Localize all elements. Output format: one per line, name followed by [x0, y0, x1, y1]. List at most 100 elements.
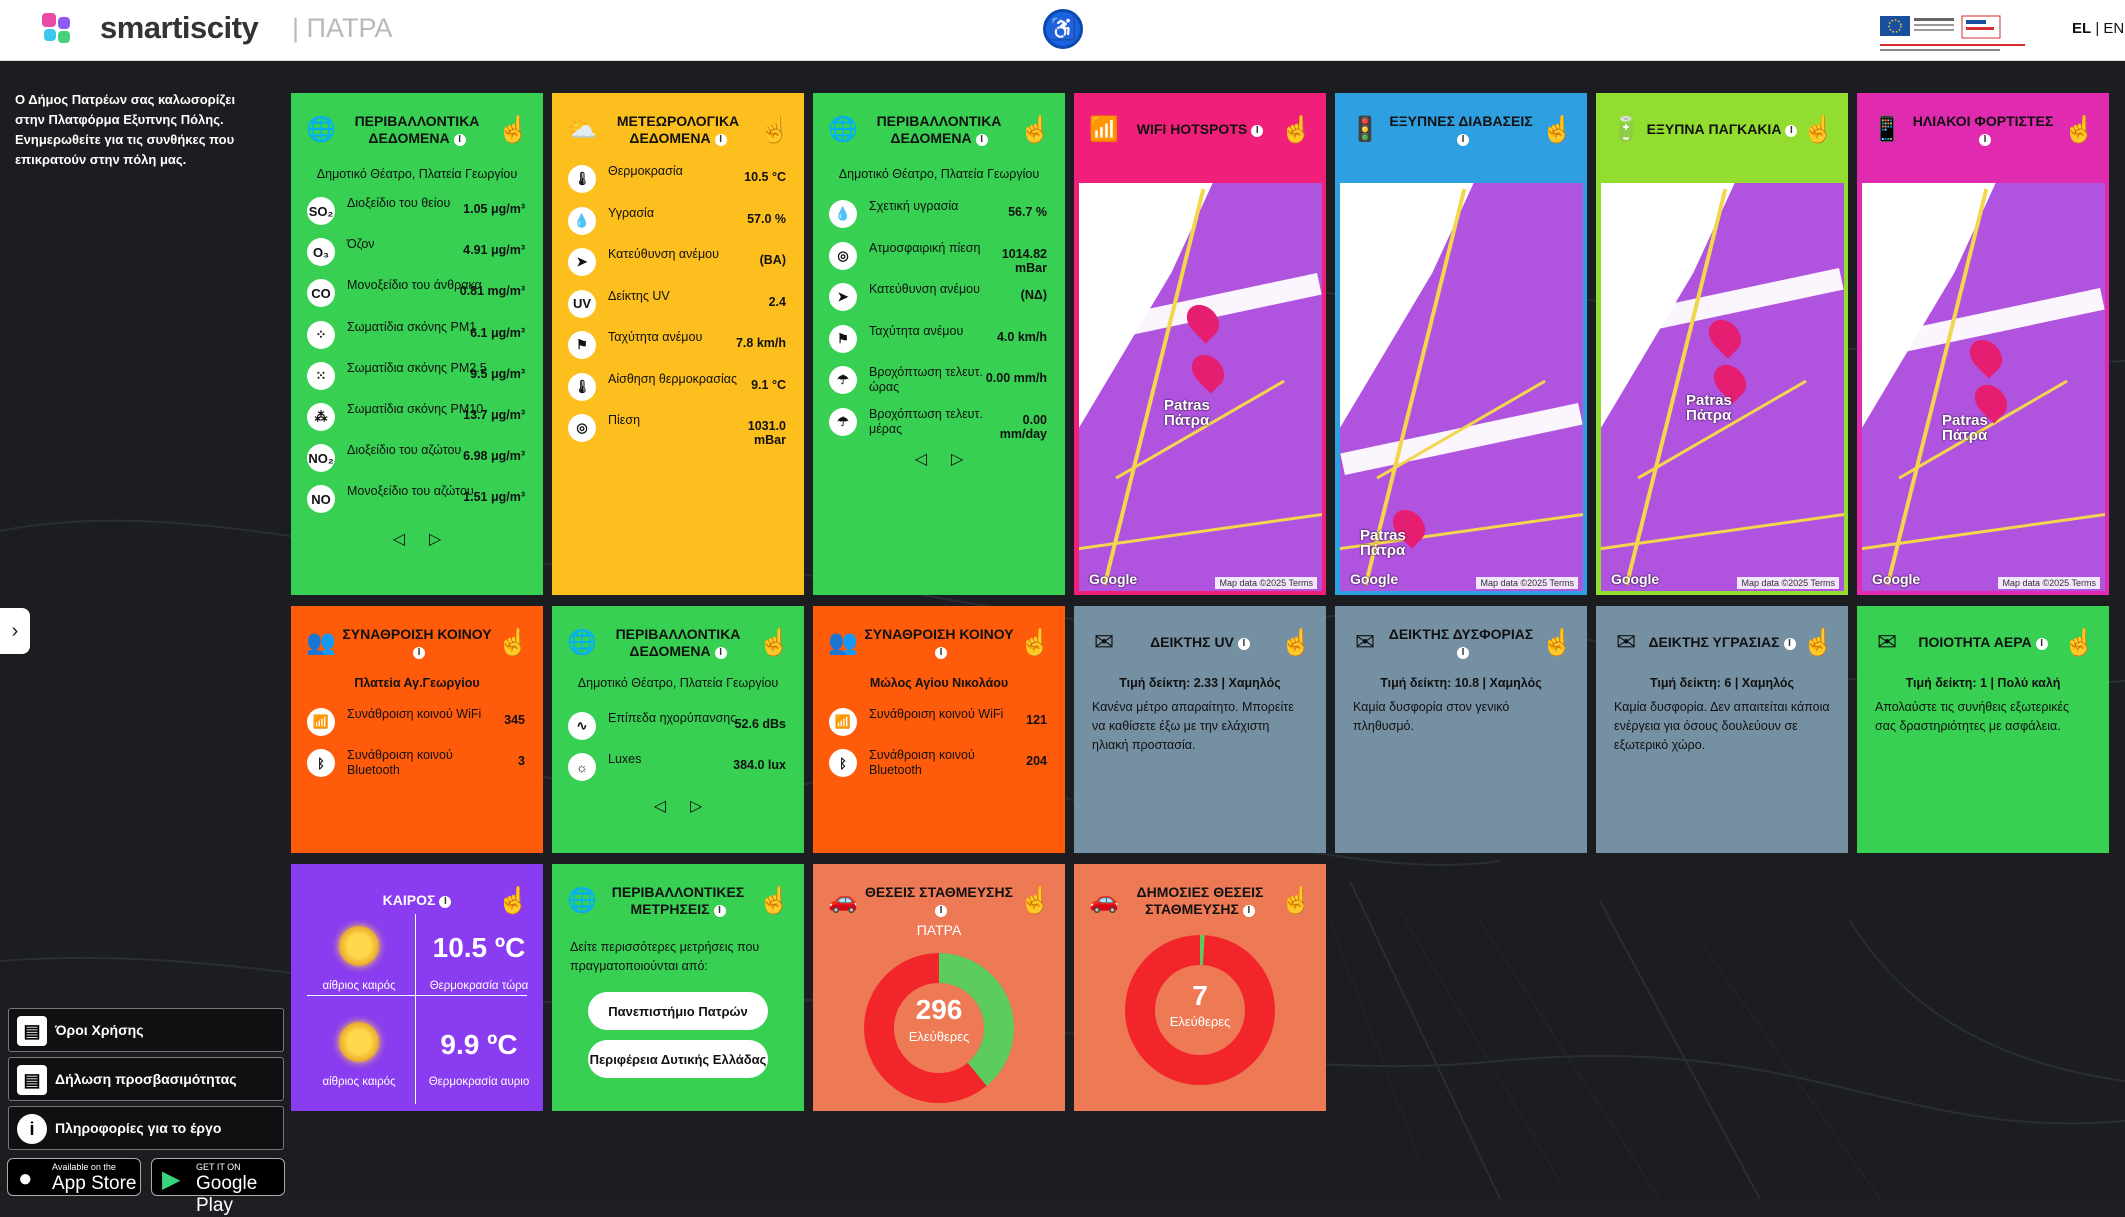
- tap-icon[interactable]: ☝: [497, 114, 530, 144]
- map-attribution[interactable]: Map data ©2025 Terms: [1737, 577, 1839, 589]
- tap-icon[interactable]: ☝: [1802, 627, 1835, 657]
- prev-arrow-icon[interactable]: ◁: [914, 451, 927, 468]
- map-view[interactable]: Patras Πάτρα Google Map data ©2025 Terms: [1340, 183, 1583, 591]
- measurement-row: O₃ Όζον 4.91 μg/m³: [307, 234, 525, 270]
- globe-icon: 🌐: [567, 629, 597, 656]
- tap-icon[interactable]: ☝: [758, 114, 791, 144]
- map-view[interactable]: Patras Πάτρα Google Map data ©2025 Terms: [1601, 183, 1844, 591]
- tap-icon[interactable]: ☝: [497, 627, 530, 657]
- tap-icon[interactable]: ☝: [1280, 114, 1313, 144]
- pager: ◁ ▷: [813, 449, 1065, 469]
- current-temperature-label: Θερμοκρασία τώρα: [429, 980, 529, 992]
- tile-solar-chargers[interactable]: 📱 ΗΛΙΑΚΟΙ ΦΟΡΤΙΣΤΕΣi ☝ Patras Πάτρα Google…: [1857, 93, 2109, 595]
- brand-name[interactable]: smartiscity: [100, 10, 259, 45]
- map-pin-icon[interactable]: [1702, 313, 1748, 359]
- tap-icon[interactable]: ☝: [1019, 885, 1052, 915]
- measurement-icon: 💧: [568, 206, 596, 235]
- measurement-label: Δείκτης UV: [608, 288, 670, 303]
- map-view[interactable]: Patras Πάτρα Google Map data ©2025 Terms: [1079, 183, 1322, 591]
- measurement-row: ◎ Πίεση 1031.0 mBar: [568, 410, 786, 447]
- tile-uv-index[interactable]: ✉ ΔΕΙΚΤΗΣ UV i ☝ Τιμή δείκτη: 2.33 | Χαμη…: [1074, 606, 1326, 853]
- prev-arrow-icon[interactable]: ◁: [653, 798, 666, 815]
- map-view[interactable]: Patras Πάτρα Google Map data ©2025 Terms: [1862, 183, 2105, 591]
- measurement-icon: ᛒ: [307, 749, 335, 777]
- measurement-value: 9.1 °C: [751, 377, 786, 392]
- accessibility-icon[interactable]: ♿: [1043, 9, 1083, 49]
- lang-el[interactable]: EL: [2072, 20, 2092, 37]
- tap-icon[interactable]: ☝: [2063, 114, 2096, 144]
- measurement-icon: ∿: [568, 712, 596, 740]
- measurements-description: Δείτε περισσότερες μετρήσεις που πραγματ…: [570, 940, 760, 973]
- tap-icon[interactable]: ☝: [1541, 114, 1574, 144]
- tap-icon[interactable]: ☝: [1019, 114, 1052, 144]
- tile-smart-crossings[interactable]: 🚦 ΕΞΥΠΝΕΣ ΔΙΑΒΑΣΕΙΣi ☝ Patras Πάτρα Google…: [1335, 93, 1587, 595]
- tile-environmental-data-2[interactable]: 🌐 ΠΕΡΙΒΑΛΛΟΝΤΙΚΑ ΔΕΔΟΜΕΝΑ i ☝ Δημοτικό Θέ…: [813, 93, 1065, 595]
- measurement-label: Σωματίδια σκόνης PM1: [347, 319, 477, 334]
- tile-title: ΣΥΝΑΘΡΟΙΣΗ ΚΟΙΝΟΥi: [342, 626, 492, 659]
- next-arrow-icon[interactable]: ▷: [429, 531, 442, 548]
- tap-icon[interactable]: ☝: [1019, 627, 1052, 657]
- measurement-row: 💧 Υγρασία 57.0 %: [568, 203, 786, 239]
- next-arrow-icon[interactable]: ▷: [951, 451, 964, 468]
- tap-icon[interactable]: ☝: [2063, 627, 2096, 657]
- map-pin-icon[interactable]: [1185, 348, 1231, 394]
- tile-title: ΔΕΙΚΤΗΣ UV i: [1124, 634, 1276, 651]
- sun-icon: [339, 926, 379, 966]
- tap-icon[interactable]: ☝: [1802, 114, 1835, 144]
- tile-crowd-gathering-2[interactable]: 👥 ΣΥΝΑΘΡΟΙΣΗ ΚΟΙΝΟΥi ☝ Μώλος Αγίου Νικολ…: [813, 606, 1065, 853]
- battery-icon: 🔋: [1611, 116, 1641, 143]
- tile-title: ΘΕΣΕΙΣ ΣΤΑΘΜΕΥΣΗΣi: [865, 884, 1013, 917]
- prev-arrow-icon[interactable]: ◁: [392, 531, 405, 548]
- measurement-value: 0.81 mg/m³: [459, 284, 525, 299]
- measurement-icon: ⁙: [307, 361, 335, 390]
- tap-icon[interactable]: ☝: [758, 627, 791, 657]
- tile-discomfort-index[interactable]: ✉ ΔΕΙΚΤΗΣ ΔΥΣΦΟΡΙΑΣi ☝ Τιμή δείκτη: 10.8…: [1335, 606, 1587, 853]
- measurement-label: Ταχύτητα ανέμου: [869, 323, 964, 338]
- tap-icon[interactable]: ☝: [1280, 627, 1313, 657]
- language-switcher[interactable]: EL | EN: [2072, 20, 2124, 37]
- project-info-link[interactable]: i Πληροφορίες για το έργο: [8, 1106, 284, 1150]
- measurement-label: Συνάθροιση κοινού Bluetooth: [347, 748, 453, 777]
- accessibility-statement-link[interactable]: ▤ Δήλωση προσβασιμότητας: [8, 1057, 284, 1101]
- side-panel-toggle[interactable]: ›: [0, 608, 30, 654]
- envelope-icon: ✉: [1615, 629, 1637, 656]
- terms-link[interactable]: ▤ Όροι Χρήσης: [8, 1008, 284, 1052]
- free-slice: [864, 953, 1014, 1103]
- tile-smart-benches[interactable]: 🔋 ΕΞΥΠΝΑ ΠΑΓΚΑΚΙΑ i ☝ Patras Πάτρα Google Ma…: [1596, 93, 1848, 595]
- logo-icon[interactable]: [42, 13, 74, 45]
- map-pin-icon[interactable]: [1963, 333, 2009, 379]
- tile-air-quality[interactable]: ✉ ΠΟΙΟΤΗΤΑ ΑΕΡΑ i ☝ Τιμή δείκτη: 1 | Πολύ…: [1857, 606, 2109, 853]
- map-attribution[interactable]: Map data ©2025 Terms: [1998, 577, 2100, 589]
- tile-parking-spaces[interactable]: 🚗 ΘΕΣΕΙΣ ΣΤΑΘΜΕΥΣΗΣi ☝ ΠΑΤΡΑ 296 Ελεύθερ…: [813, 864, 1065, 1111]
- tile-humidity-index[interactable]: ✉ ΔΕΙΚΤΗΣ ΥΓΡΑΣΙΑΣ i ☝ Τιμή δείκτη: 6 | Χ…: [1596, 606, 1848, 853]
- tile-public-parking-spaces[interactable]: 🚗 ΔΗΜΟΣΙΕΣ ΘΕΣΕΙΣ ΣΤΑΘΜΕΥΣΗΣ i ☝ 7 Ελεύθε…: [1074, 864, 1326, 1111]
- tile-weather[interactable]: ΚΑΙΡΟΣ i ☝ αίθριος καιρός 10.5 ºC Θερμοκρ…: [291, 864, 543, 1111]
- measurement-label: Ταχύτητα ανέμου: [608, 330, 703, 344]
- western-greece-region-button[interactable]: Περιφέρεια Δυτικής Ελλάδας: [588, 1040, 768, 1078]
- measurement-icon: ☼: [568, 753, 596, 781]
- tap-icon[interactable]: ☝: [497, 885, 530, 915]
- tile-environmental-data-1[interactable]: 🌐 ΠΕΡΙΒΑΛΛΟΝΤΙΚΑ ΔΕΔΟΜΕΝΑ i ☝ Δημοτικό Θέ…: [291, 93, 543, 595]
- map-attribution[interactable]: Map data ©2025 Terms: [1476, 577, 1578, 589]
- location-label: Δημοτικό Θέατρο, Πλατεία Γεωργίου: [316, 167, 518, 181]
- next-arrow-icon[interactable]: ▷: [690, 798, 703, 815]
- lang-en[interactable]: EN: [2103, 20, 2125, 37]
- current-temperature: 10.5 ºC: [432, 932, 526, 963]
- index-description: Απολαύστε τις συνήθεις εξωτερικές σας δρ…: [1875, 700, 2070, 733]
- measurement-row: ∿ Επίπεδα ηχορύπανσης 52.6 dBs: [568, 708, 786, 744]
- tap-icon[interactable]: ☝: [758, 885, 791, 915]
- tap-icon[interactable]: ☝: [1541, 627, 1574, 657]
- tile-title: WIFI HOTSPOTS i: [1124, 121, 1276, 138]
- tile-environmental-data-3[interactable]: 🌐 ΠΕΡΙΒΑΛΛΟΝΤΙΚΑ ΔΕΔΟΜΕΝΑ i ☝ Δημοτικό Θέ…: [552, 606, 804, 853]
- tile-crowd-gathering-1[interactable]: 👥 ΣΥΝΑΘΡΟΙΣΗ ΚΟΙΝΟΥi ☝ Πλατεία Αγ.Γεωργί…: [291, 606, 543, 853]
- tile-meteorological-data[interactable]: ⛅ ΜΕΤΕΩΡΟΛΟΓΙΚΑ ΔΕΔΟΜΕΝΑ i ☝ 🌡 Θερμοκρασία…: [552, 93, 804, 595]
- measurement-value: 52.6 dBs: [734, 717, 786, 731]
- measurement-row: ◎ Ατμοσφαιρική πίεση 1014.82 mBar: [829, 238, 1047, 275]
- tile-environmental-measurements[interactable]: 🌐 ΠΕΡΙΒΑΛΛΟΝΤΙΚΕΣ ΜΕΤΡΗΣΕΙΣ i ☝ Δείτε περ…: [552, 864, 804, 1111]
- tap-icon[interactable]: ☝: [1280, 885, 1313, 915]
- tile-wifi-hotspots[interactable]: 📶 WIFI HOTSPOTS i ☝ Patras Πάτρα Google Map …: [1074, 93, 1326, 595]
- university-of-patras-button[interactable]: Πανεπιστήμιο Πατρών: [588, 992, 768, 1030]
- app-store-badge[interactable]: ● Available on the App Store: [7, 1158, 141, 1196]
- map-attribution[interactable]: Map data ©2025 Terms: [1215, 577, 1317, 589]
- google-play-badge[interactable]: ▶ GET IT ON Google Play: [151, 1158, 285, 1216]
